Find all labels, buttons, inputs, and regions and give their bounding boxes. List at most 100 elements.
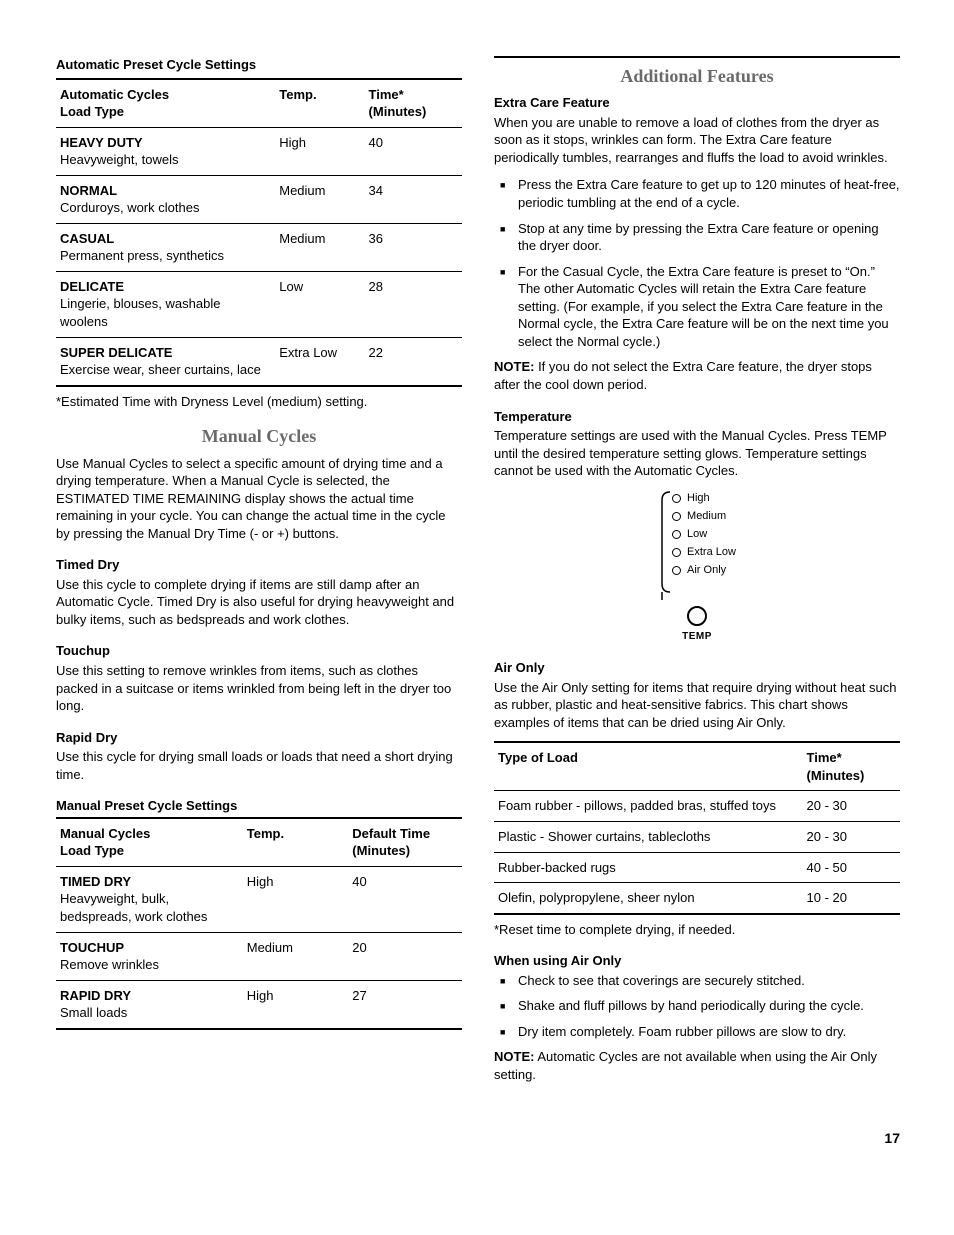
list-item: Shake and fluff pillows by hand periodic… [494,997,900,1015]
table-row: TOUCHUPRemove wrinklesMedium20 [56,932,462,980]
list-item: Press the Extra Care feature to get up t… [494,176,900,211]
man-th-load-a: Manual Cycles [60,826,150,841]
temp-option-label: Extra Low [687,545,736,560]
rapid-dry-title: Rapid Dry [56,729,462,747]
time-cell: 40 [348,866,462,932]
temperature-body: Temperature settings are used with the M… [494,427,900,480]
temp-option: Extra Low [672,544,736,562]
temp-options: High MediumLow Extra Low Air Only [672,490,736,580]
temp-option-label: High [687,491,710,506]
table-row: Rubber-backed rugs40 - 50 [494,852,900,883]
when-air-only-title: When using Air Only [494,952,900,970]
cycle-cell: TIMED DRYHeavyweight, bulk, bedspreads, … [56,866,243,932]
auto-th-load-a: Automatic Cycles [60,87,169,102]
table-row: RAPID DRYSmall loadsHigh27 [56,980,462,1029]
auto-preset-footnote: *Estimated Time with Dryness Level (medi… [56,393,462,411]
indicator-ring-icon [672,494,681,503]
extra-care-note-label: NOTE: [494,359,534,374]
time-cell: 28 [365,271,462,337]
indicator-ring-icon [672,566,681,575]
temp-cell: High [275,127,364,175]
cycle-cell: SUPER DELICATEExercise wear, sheer curta… [56,337,275,386]
temp-knob-label: TEMP [682,630,712,644]
time-cell: 36 [365,223,462,271]
auto-preset-table: Automatic Cycles Load Type Temp. Time* (… [56,78,462,387]
cycle-desc: Permanent press, synthetics [60,247,271,265]
temperature-title: Temperature [494,408,900,426]
indicator-ring-icon [672,512,681,521]
cycle-desc: Corduroys, work clothes [60,199,271,217]
cycle-cell: RAPID DRYSmall loads [56,980,243,1029]
cycle-desc: Heavyweight, towels [60,151,271,169]
when-air-only-note-label: NOTE: [494,1049,534,1064]
extra-care-intro: When you are unable to remove a load of … [494,114,900,167]
auto-th-load-b: Load Type [60,104,124,119]
list-item: Check to see that coverings are securely… [494,972,900,990]
auto-th-temp: Temp. [275,79,364,128]
temp-cell: High [243,980,349,1029]
cycle-desc: Exercise wear, sheer curtains, lace [60,361,271,379]
temp-option-label: Air Only [687,563,726,578]
temp-option-label: Low [687,527,707,542]
time-cell: 20 [348,932,462,980]
extra-care-title: Extra Care Feature [494,94,900,112]
right-column: Additional Features Extra Care Feature W… [494,56,900,1093]
table-row: Plastic - Shower curtains, tablecloths20… [494,822,900,853]
air-only-intro: Use the Air Only setting for items that … [494,679,900,732]
additional-features-heading: Additional Features [494,64,900,88]
temp-cell: Medium [275,223,364,271]
air-th-time-b: (Minutes) [807,768,865,783]
extra-care-note: NOTE: If you do not select the Extra Car… [494,358,900,393]
time-cell: 34 [365,175,462,223]
temp-option: Medium [672,508,736,526]
air-only-footnote: *Reset time to complete drying, if neede… [494,921,900,939]
list-item: Stop at any time by pressing the Extra C… [494,220,900,255]
air-th-time-a: Time* [807,750,842,765]
temp-cell: Low [275,271,364,337]
auto-preset-title: Automatic Preset Cycle Settings [56,56,462,74]
load-type-cell: Plastic - Shower curtains, tablecloths [494,822,803,853]
cycle-desc: Remove wrinkles [60,956,239,974]
air-th-type: Type of Load [494,742,803,791]
rapid-dry-body: Use this cycle for drying small loads or… [56,748,462,783]
cycle-name: DELICATE [60,279,124,294]
cycle-cell: DELICATELingerie, blouses, washable wool… [56,271,275,337]
timed-dry-title: Timed Dry [56,556,462,574]
page-number: 17 [56,1129,900,1148]
cycle-desc: Lingerie, blouses, washable woolens [60,295,271,330]
time-cell: 40 [365,127,462,175]
manual-intro: Use Manual Cycles to select a specific a… [56,455,462,543]
manual-preset-title: Manual Preset Cycle Settings [56,797,462,815]
cycle-cell: HEAVY DUTYHeavyweight, towels [56,127,275,175]
man-th-load: Manual Cycles Load Type [56,818,243,867]
temp-cell: Medium [243,932,349,980]
manual-preset-table: Manual Cycles Load Type Temp. Default Ti… [56,817,462,1030]
temp-diagram: High MediumLow Extra Low Air Only TEMP [494,490,900,644]
table-row: NORMALCorduroys, work clothesMedium34 [56,175,462,223]
cycle-name: HEAVY DUTY [60,135,143,150]
time-cell: 40 - 50 [803,852,900,883]
cycle-name: CASUAL [60,231,114,246]
time-cell: 27 [348,980,462,1029]
list-item: Dry item completely. Foam rubber pillows… [494,1023,900,1041]
time-cell: 22 [365,337,462,386]
cycle-name: RAPID DRY [60,988,131,1003]
table-row: TIMED DRYHeavyweight, bulk, bedspreads, … [56,866,462,932]
timed-dry-body: Use this cycle to complete drying if ite… [56,576,462,629]
man-th-time-a: Default Time [352,826,430,841]
air-only-title: Air Only [494,659,900,677]
when-air-only-bullets: Check to see that coverings are securely… [494,972,900,1041]
table-row: Foam rubber - pillows, padded bras, stuf… [494,791,900,822]
auto-th-time-a: Time* [369,87,404,102]
when-air-only-note: NOTE: Automatic Cycles are not available… [494,1048,900,1083]
load-type-cell: Rubber-backed rugs [494,852,803,883]
temp-bracket-icon [658,490,672,600]
table-row: DELICATELingerie, blouses, washable wool… [56,271,462,337]
table-row: HEAVY DUTYHeavyweight, towelsHigh40 [56,127,462,175]
right-top-rule [494,56,900,58]
load-type-cell: Olefin, polypropylene, sheer nylon [494,883,803,914]
cycle-name: TIMED DRY [60,874,131,889]
cycle-name: SUPER DELICATE [60,345,172,360]
cycle-desc: Small loads [60,1004,239,1022]
touchup-body: Use this setting to remove wrinkles from… [56,662,462,715]
